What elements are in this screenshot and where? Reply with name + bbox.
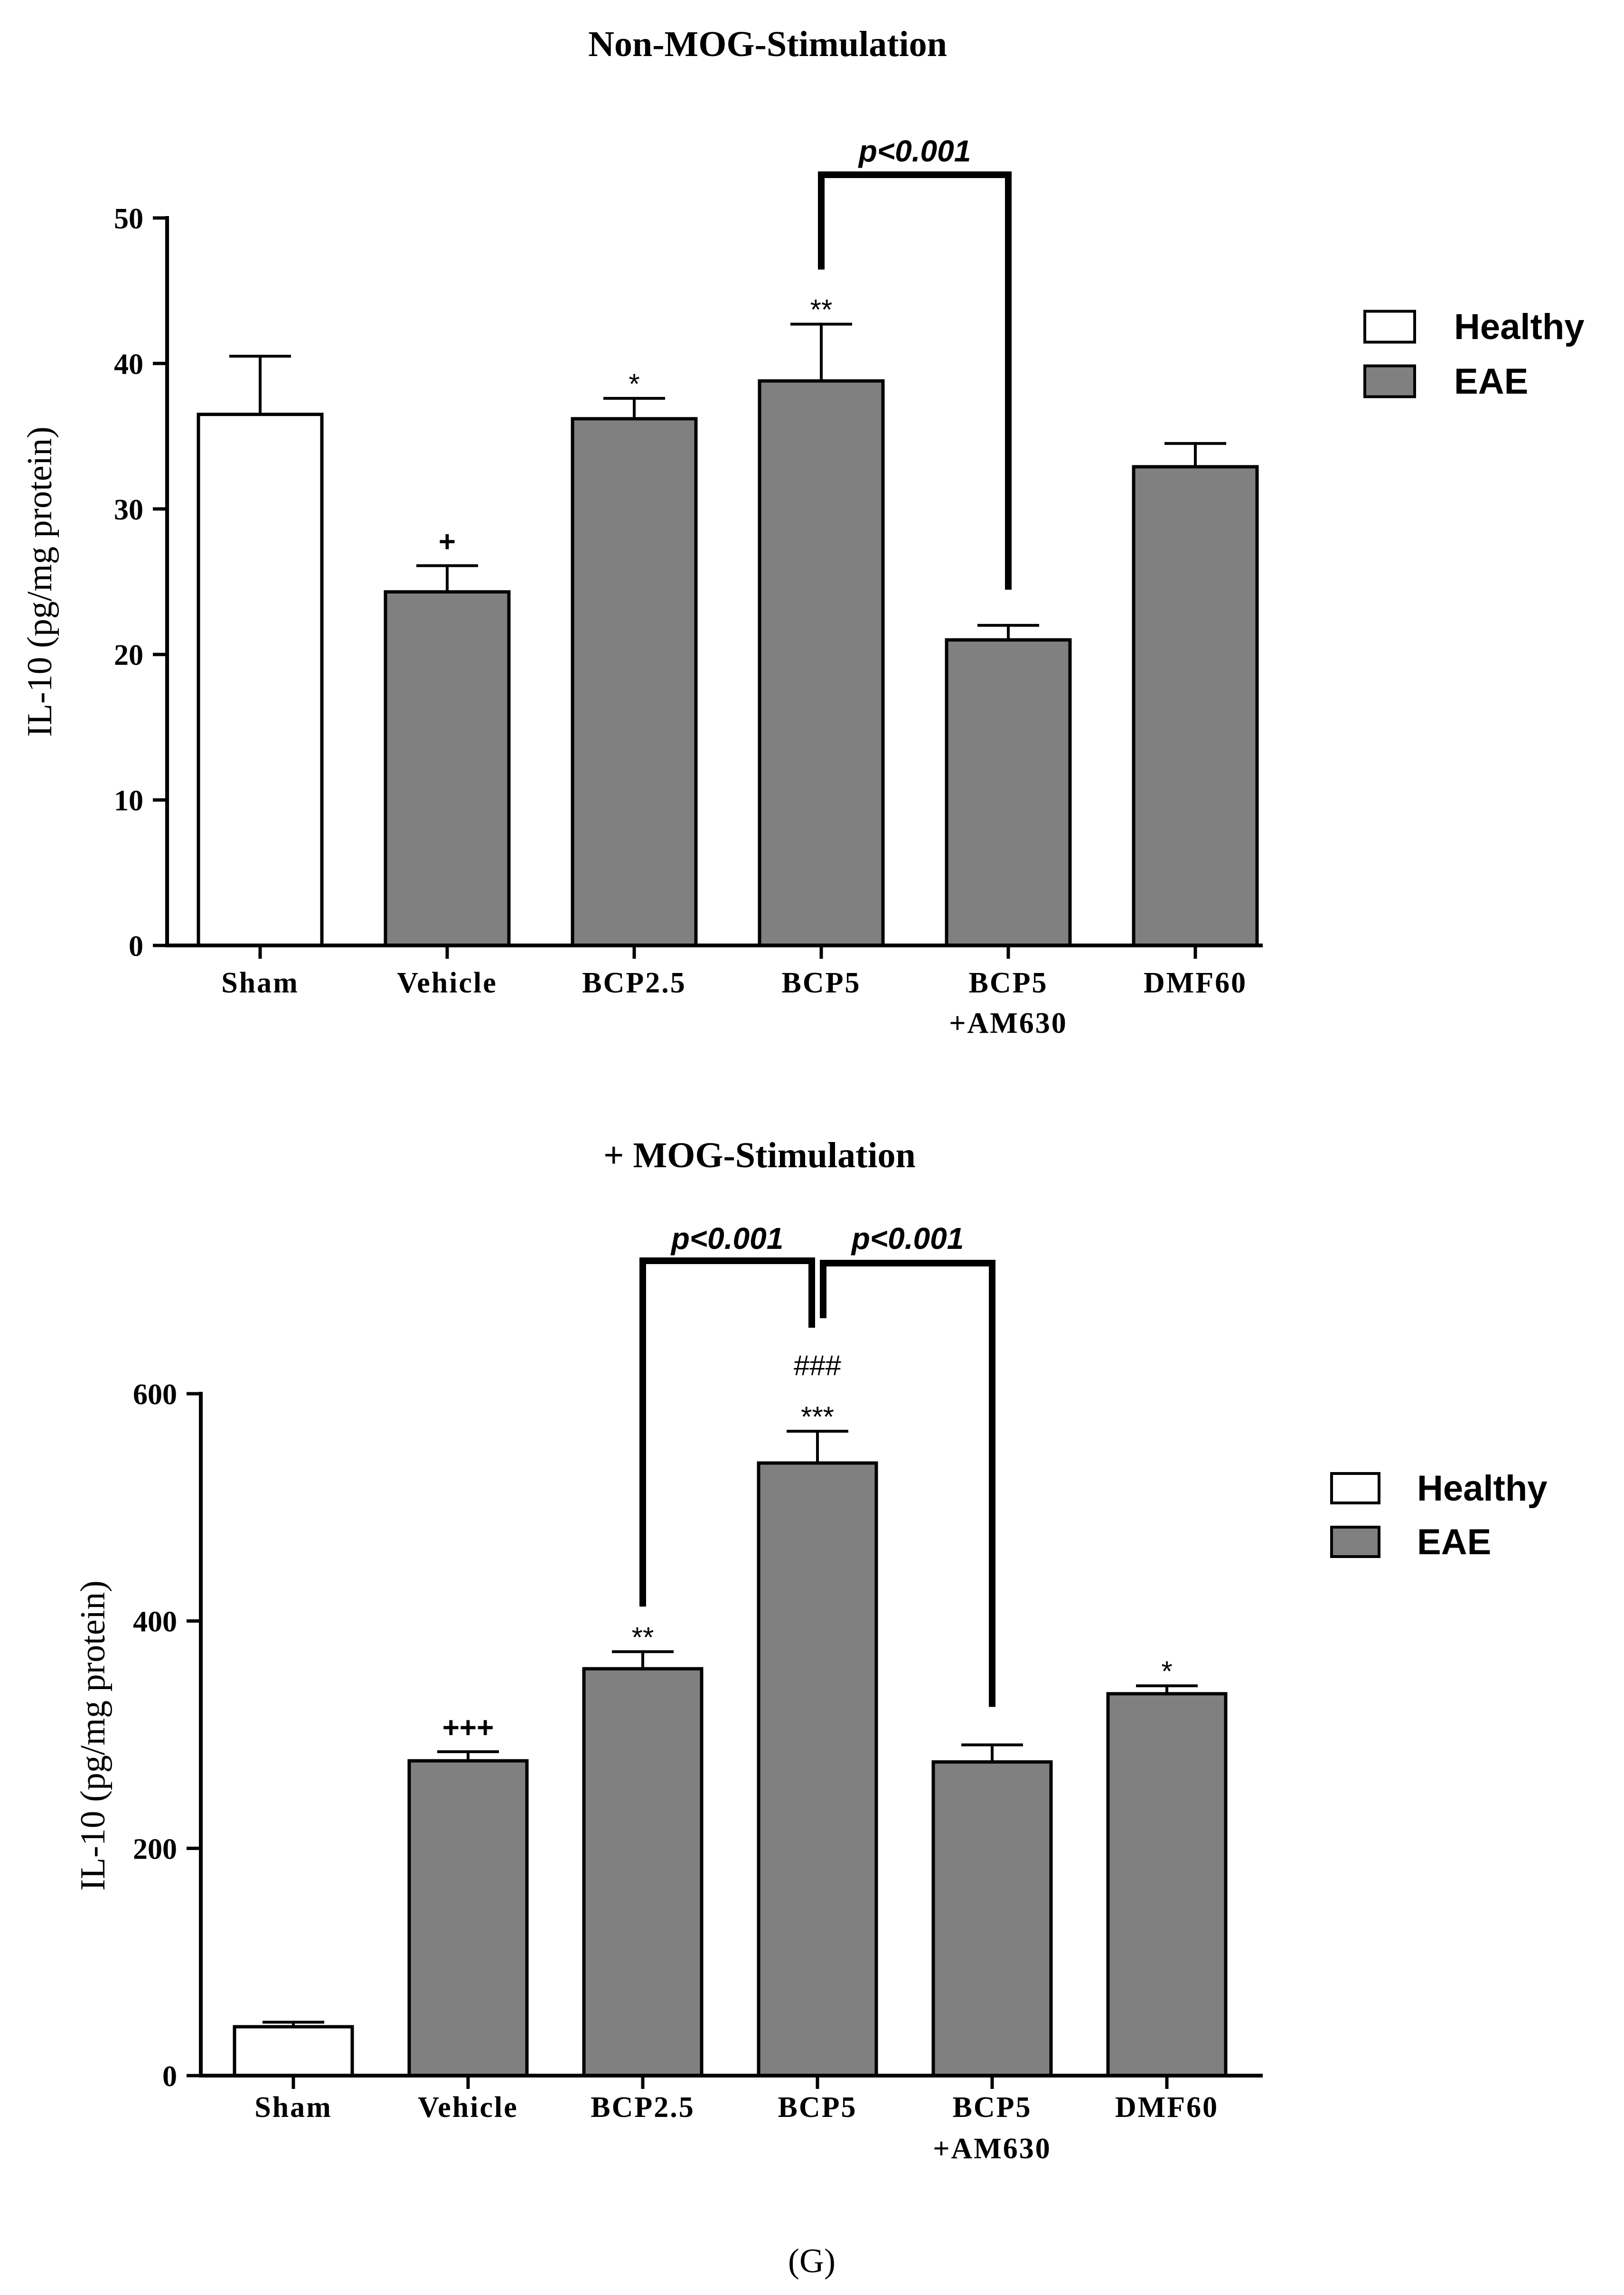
y-tick-label: 600 [133,1379,177,1411]
y-tick-label: 20 [114,639,143,671]
y-tick-label: 30 [114,494,143,526]
y-tick-label: 200 [133,1833,177,1865]
bar [233,2025,354,2078]
significance-label: * [629,368,639,400]
bar [1132,465,1259,947]
significance-label: +++ [442,1711,494,1744]
x-tick-label: DMF60 [1144,967,1247,999]
significance-label: ** [810,294,833,326]
bar [757,1461,878,2078]
comparison-bracket [820,1260,995,1707]
significance-label: ** [632,1621,654,1653]
y-tick-label: 10 [114,785,143,817]
x-tick-label: BCP2.5 [582,967,686,999]
legend-label: EAE [1417,1522,1491,1562]
x-tick-label: Vehicle [418,2091,518,2124]
legend-swatch-eae [1330,1526,1380,1558]
chart-title: Non-MOG-Stimulation [588,24,947,64]
comparison-bracket [639,1257,815,1607]
legend-label: Healthy [1454,307,1585,347]
x-tick-label: +AM630 [949,1007,1068,1039]
y-tick-label: 0 [162,2060,177,2093]
legend-label: Healthy [1417,1468,1548,1509]
significance-label: * [1161,1655,1172,1687]
x-tick-label: BCP2.5 [591,2091,695,2124]
chart-1: Non-MOG-Stimulation IL-10 (pg/mg protein)… [20,24,1585,1039]
legend-swatch-healthy [1363,310,1416,344]
x-tick-label: BCP5 [782,967,861,999]
x-tick-label: BCP5 [778,2091,857,2124]
significance-label: *** [801,1401,834,1433]
y-tick-label: 0 [129,930,143,963]
x-tick-label: BCP5 [953,2091,1032,2124]
x-tick-label: BCP5 [969,967,1048,999]
y-tick-label: 40 [114,348,143,380]
bar [407,1759,529,2078]
legend-label: EAE [1454,361,1528,402]
bar [384,590,511,947]
x-tick-label: Vehicle [397,967,498,999]
significance-label: ### [794,1350,842,1381]
p-value-label: p<0.001 [670,1221,784,1256]
legend-swatch-eae [1363,364,1416,398]
comparison-bracket [818,171,1012,590]
y-axis-label: IL-10 (pg/mg protein) [20,426,59,737]
bar [931,1760,1053,2078]
bar [197,413,324,947]
x-tick-label: Sham [221,967,299,999]
bar [758,379,885,947]
chart-2: + MOG-Stimulation IL-10 (pg/mg protein) ++… [74,1135,1548,2165]
y-axis-label: IL-10 (pg/mg protein) [74,1580,113,1891]
bar [571,417,698,947]
p-value-label: p<0.001 [851,1221,964,1256]
x-tick-label: Sham [254,2091,332,2124]
legend-swatch-healthy [1330,1472,1380,1504]
bar [1106,1692,1228,2078]
y-tick-label: 50 [114,203,143,235]
chart-title: + MOG-Stimulation [603,1135,916,1175]
bar [945,638,1072,947]
significance-label: + [439,525,456,558]
x-tick-label: DMF60 [1115,2091,1219,2124]
y-tick-label: 400 [133,1606,177,1638]
figure-label: (G) [788,2242,835,2280]
bar [582,1667,704,2078]
x-tick-label: +AM630 [933,2133,1051,2165]
p-value-label: p<0.001 [858,134,971,168]
